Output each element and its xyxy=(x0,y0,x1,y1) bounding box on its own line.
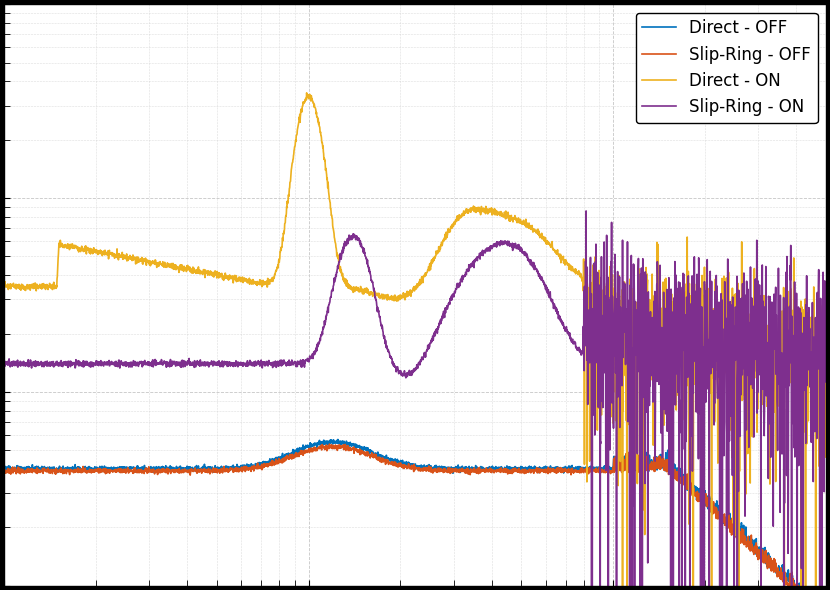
Line: Slip-Ring - OFF: Slip-Ring - OFF xyxy=(4,444,826,590)
Direct - ON xyxy=(301,89,311,96)
Direct - ON xyxy=(0,281,9,289)
Direct - ON xyxy=(821,454,830,461)
Direct - OFF xyxy=(93,464,103,471)
Slip-Ring - OFF xyxy=(716,512,726,519)
Slip-Ring - ON xyxy=(350,233,360,240)
Line: Direct - OFF: Direct - OFF xyxy=(4,440,826,590)
Slip-Ring - ON xyxy=(93,362,103,369)
Slip-Ring - ON xyxy=(805,375,815,382)
Direct - OFF xyxy=(0,467,9,474)
Slip-Ring - ON xyxy=(142,359,152,366)
Direct - OFF xyxy=(350,443,360,450)
Direct - ON xyxy=(717,322,727,329)
Direct - OFF xyxy=(315,438,325,445)
Direct - ON xyxy=(142,257,152,264)
Direct - OFF xyxy=(716,514,726,521)
Direct - ON xyxy=(315,123,325,130)
Direct - ON xyxy=(805,314,815,321)
Direct - ON xyxy=(350,286,360,293)
Line: Slip-Ring - ON: Slip-Ring - ON xyxy=(4,211,826,590)
Slip-Ring - OFF xyxy=(142,465,152,472)
Slip-Ring - OFF xyxy=(350,447,360,454)
Slip-Ring - ON xyxy=(0,361,9,368)
Slip-Ring - OFF xyxy=(93,468,103,475)
Direct - OFF xyxy=(142,468,152,475)
Direct - ON xyxy=(93,251,103,258)
Legend: Direct - OFF, Slip-Ring - OFF, Direct - ON, Slip-Ring - ON: Direct - OFF, Slip-Ring - OFF, Direct - … xyxy=(636,12,818,123)
Slip-Ring - ON xyxy=(581,208,591,215)
Slip-Ring - ON xyxy=(821,378,830,385)
Slip-Ring - OFF xyxy=(325,441,334,448)
Slip-Ring - OFF xyxy=(0,466,9,473)
Direct - OFF xyxy=(333,436,343,443)
Slip-Ring - OFF xyxy=(315,444,325,451)
Slip-Ring - ON xyxy=(717,333,727,340)
Slip-Ring - ON xyxy=(315,340,325,347)
Line: Direct - ON: Direct - ON xyxy=(4,93,826,590)
